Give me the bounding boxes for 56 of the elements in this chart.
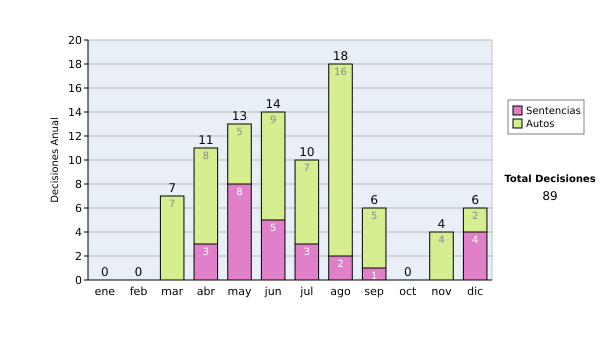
x-tick-label: dic — [467, 285, 484, 298]
y-tick-label: 10 — [68, 154, 82, 167]
y-tick-label: 2 — [75, 250, 82, 263]
total-label: 4 — [438, 217, 446, 231]
x-tick-label: jul — [299, 285, 314, 298]
total-label: 0 — [404, 265, 412, 279]
data-label: 1 — [370, 271, 378, 282]
total-label: 0 — [101, 265, 109, 279]
total-label: 13 — [232, 109, 248, 123]
data-label: 8 — [236, 187, 243, 198]
x-tick-label: ago — [330, 285, 351, 298]
data-label: 4 — [438, 235, 445, 246]
total-label: 11 — [198, 133, 214, 147]
legend-label: Autos — [526, 119, 554, 130]
y-tick-label: 16 — [68, 82, 82, 95]
text: Total Decisiones — [504, 174, 596, 185]
x-tick-label: ene — [94, 285, 116, 298]
data-label: 2 — [337, 259, 344, 270]
y-tick-label: 8 — [75, 178, 82, 191]
total-label: 7 — [168, 181, 176, 195]
data-label: 4 — [472, 235, 478, 246]
x-tick-label: mar — [161, 285, 184, 298]
data-label: 5 — [370, 211, 378, 222]
total-label: 14 — [266, 97, 281, 111]
text: 89 — [542, 189, 558, 203]
data-label: 5 — [236, 127, 243, 138]
total-label: 0 — [134, 265, 142, 279]
y-tick-label: 14 — [68, 106, 82, 119]
data-label: 7 — [304, 163, 310, 174]
x-tick-label: jun — [264, 285, 282, 298]
y-tick-label: 20 — [68, 34, 82, 47]
x-tick-label: may — [228, 285, 252, 298]
total-label: 10 — [299, 145, 314, 159]
x-tick-label: sep — [364, 285, 384, 298]
data-label: 7 — [168, 199, 176, 210]
y-tick-label: 18 — [68, 58, 82, 71]
y-tick-label: 4 — [75, 226, 82, 239]
data-label: 3 — [202, 247, 210, 258]
legend-label: Sentencias — [526, 106, 581, 117]
y-axis-title: Decisiones Anual — [50, 117, 61, 203]
data-label: 2 — [472, 211, 478, 222]
x-tick-label: abr — [196, 285, 216, 298]
total-label: 18 — [332, 49, 348, 63]
x-tick-label: feb — [130, 285, 148, 298]
data-label: 5 — [270, 223, 276, 234]
x-tick-label: oct — [399, 285, 418, 298]
y-tick-label: 6 — [75, 202, 82, 215]
total-label: 6 — [370, 193, 378, 207]
data-label: 16 — [334, 67, 347, 78]
data-label: 3 — [304, 247, 310, 258]
data-label: 8 — [202, 151, 210, 162]
y-tick-label: 12 — [68, 130, 82, 143]
total-label: 6 — [471, 193, 479, 207]
x-tick-label: nov — [431, 285, 452, 298]
y-tick-label: 0 — [75, 274, 82, 287]
data-label: 9 — [270, 115, 276, 126]
